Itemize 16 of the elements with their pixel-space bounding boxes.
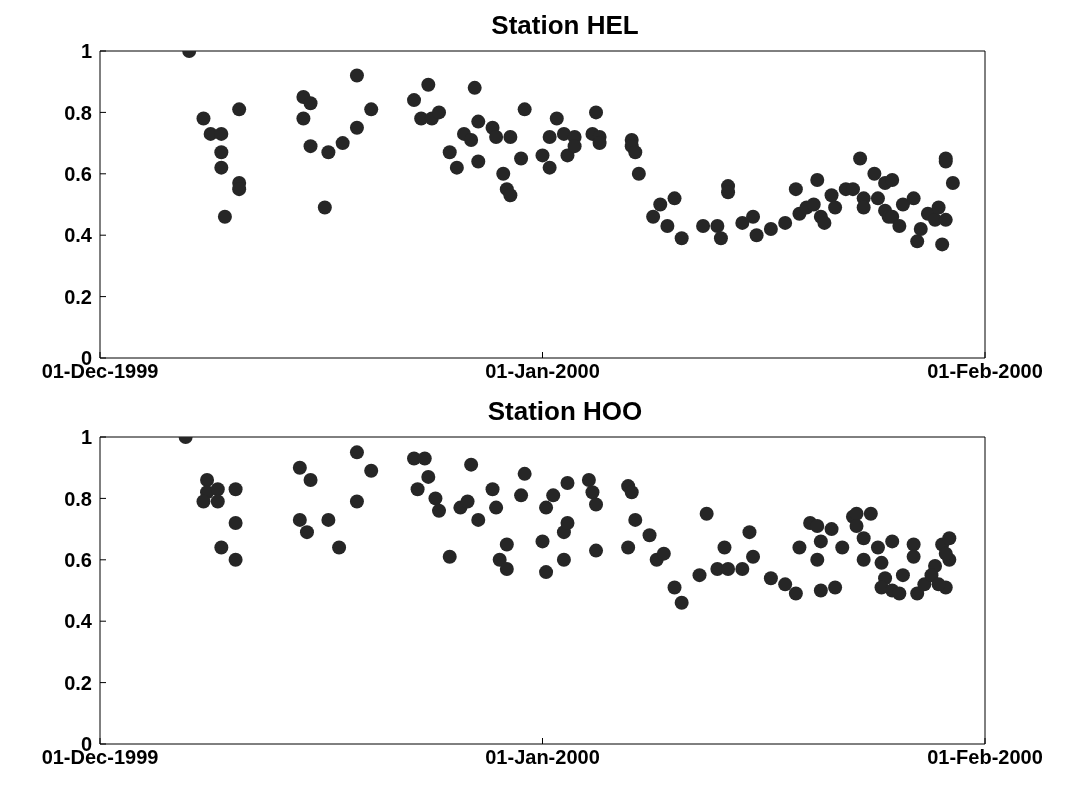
x-tick-label: 01-Feb-2000 xyxy=(927,746,1043,769)
y-tick-label: 0.2 xyxy=(64,285,92,308)
y-tick-label: 0.4 xyxy=(64,610,93,633)
y-tick-label: 0.6 xyxy=(64,162,92,185)
y-tick-label: 0.6 xyxy=(64,548,92,571)
y-tick-label: 1 xyxy=(80,426,92,449)
y-tick-label: 0.2 xyxy=(64,671,92,694)
x-tick-label: 01-Jan-2000 xyxy=(485,746,600,769)
y-tick-label: 0.8 xyxy=(64,101,92,124)
x-tick-label: 01-Feb-2000 xyxy=(927,360,1043,383)
chart-title: Station HEL xyxy=(490,9,640,42)
y-tick-label: 1 xyxy=(80,40,92,63)
x-tick-label: 01-Jan-2000 xyxy=(485,360,600,383)
chart-title: Station HOO xyxy=(486,395,644,428)
y-tick-label: 0.8 xyxy=(64,487,92,510)
y-tick-label: 0.4 xyxy=(64,224,93,247)
